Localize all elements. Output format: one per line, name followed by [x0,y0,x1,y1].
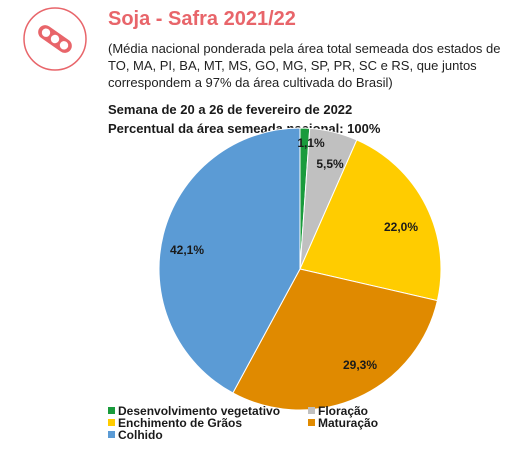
legend-label: Enchimento de Grãos [118,416,243,430]
page-title: Soja - Safra 2021/22 [108,8,296,30]
legend-item-1: Desenvolvimento vegetativo [108,404,280,418]
slice-label-5: 42,1% [170,243,204,257]
pie-slice-3 [299,139,442,302]
legend-swatch [108,419,115,426]
legend-swatch [108,407,115,414]
legend-item-2: Floração [308,404,368,418]
legend-item-3: Enchimento de Grãos [108,416,242,430]
slice-label-4: 29,3% [343,358,377,372]
slice-label-3: 22,0% [384,220,418,234]
legend-label: Colhido [118,428,163,442]
legend-item-4: Maturação [308,416,378,430]
logo [22,6,88,72]
soybean-pod-icon [23,7,87,71]
legend-swatch [108,431,115,438]
pie-slice-5 [158,127,301,394]
pie-slice-4 [232,268,439,411]
legend-label: Floração [318,404,369,418]
slice-label-2: 5,5% [316,157,344,171]
legend-item-5: Colhido [108,428,163,442]
slice-label-1: 1,1% [297,136,325,150]
legend-label: Maturação [318,416,379,430]
legend-swatch [308,407,315,414]
legend-swatch [308,419,315,426]
legend-label: Desenvolvimento vegetativo [118,404,281,418]
description: (Média nacional ponderada pela área tota… [108,41,501,90]
week-label: Semana de 20 a 26 de fevereiro de 2022 [108,102,353,117]
